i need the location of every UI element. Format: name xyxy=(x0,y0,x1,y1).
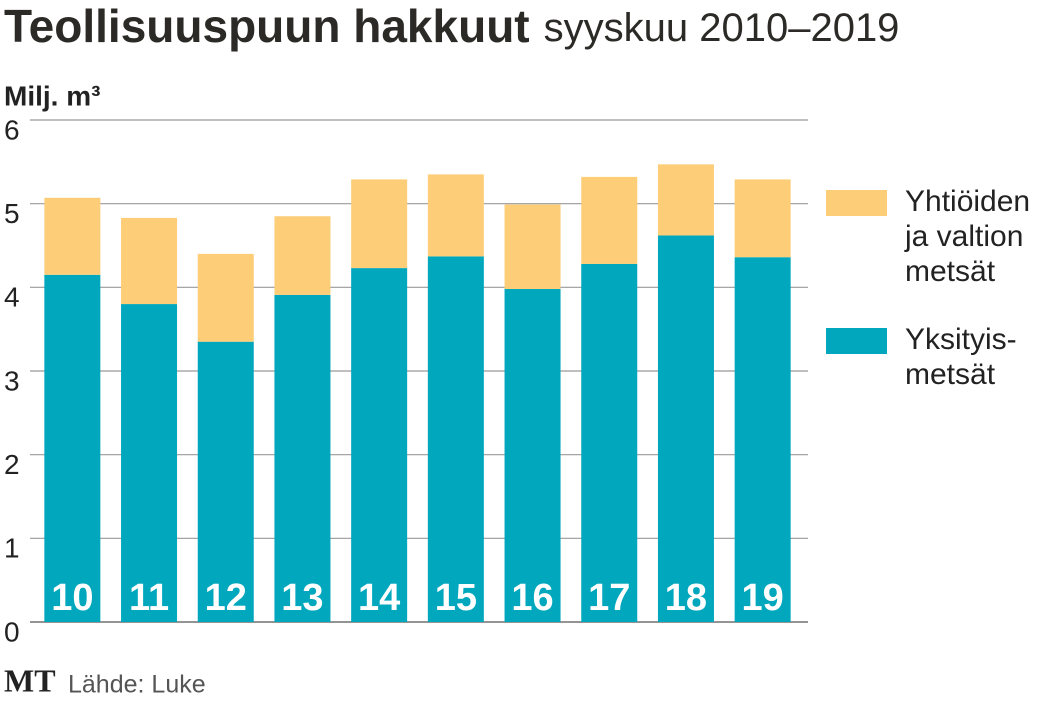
x-tick-label: 10 xyxy=(51,577,93,619)
x-tick-label: 15 xyxy=(435,577,477,619)
x-tick-label: 14 xyxy=(358,577,400,619)
legend-label: Yksityis-metsät xyxy=(905,323,1017,391)
bar-segment xyxy=(734,179,791,258)
bar-segment xyxy=(351,179,408,269)
bar-segment xyxy=(44,197,101,275)
bar-segment xyxy=(657,235,714,622)
y-tick-label: 6 xyxy=(4,114,20,145)
bar-segment xyxy=(504,289,561,622)
bar-segment xyxy=(197,253,254,342)
bar-segment xyxy=(427,174,484,257)
y-tick-label: 0 xyxy=(4,616,20,647)
x-tick-label: 11 xyxy=(129,577,169,619)
x-tick-label: 12 xyxy=(205,577,247,619)
bar-segment xyxy=(504,204,561,290)
bar-segment xyxy=(351,268,408,622)
bar-segment xyxy=(274,216,331,295)
x-tick-label: 16 xyxy=(511,577,553,619)
x-tick-label: 13 xyxy=(281,577,323,619)
title: Teollisuuspuun hakkuut xyxy=(4,0,530,52)
subtitle: syyskuu 2010–2019 xyxy=(544,6,900,50)
source: Lähde: Luke xyxy=(68,671,206,699)
y-tick-label: 2 xyxy=(4,449,20,480)
bar-segment xyxy=(197,341,254,622)
x-tick-label: 17 xyxy=(588,577,630,619)
bar-segment xyxy=(581,176,638,264)
y-tick-label: 5 xyxy=(4,198,20,229)
bar-segment xyxy=(44,274,101,622)
bar-segment xyxy=(427,256,484,622)
bar-segment xyxy=(734,257,791,622)
legend-swatch xyxy=(826,328,887,354)
y-tick-label: 4 xyxy=(4,282,20,313)
bar-segment xyxy=(581,263,638,622)
legend-swatch xyxy=(826,190,887,216)
chart-title: Teollisuuspuun hakkuut syyskuu 2010–2019 xyxy=(4,0,899,52)
y-tick-label: 3 xyxy=(4,365,20,396)
x-tick-label: 18 xyxy=(665,577,707,619)
bar-segment xyxy=(274,294,331,622)
x-tick-label: 19 xyxy=(742,577,784,619)
legend-label: Yhtiöiden ja valtion metsät xyxy=(905,185,1031,288)
bar-segment xyxy=(121,304,178,622)
y-tick-label: 1 xyxy=(4,533,20,564)
logo: MT xyxy=(4,662,56,698)
bar-segment xyxy=(121,217,178,305)
bar-segment xyxy=(657,164,714,236)
y-axis-label: Milj. m³ xyxy=(4,80,100,111)
